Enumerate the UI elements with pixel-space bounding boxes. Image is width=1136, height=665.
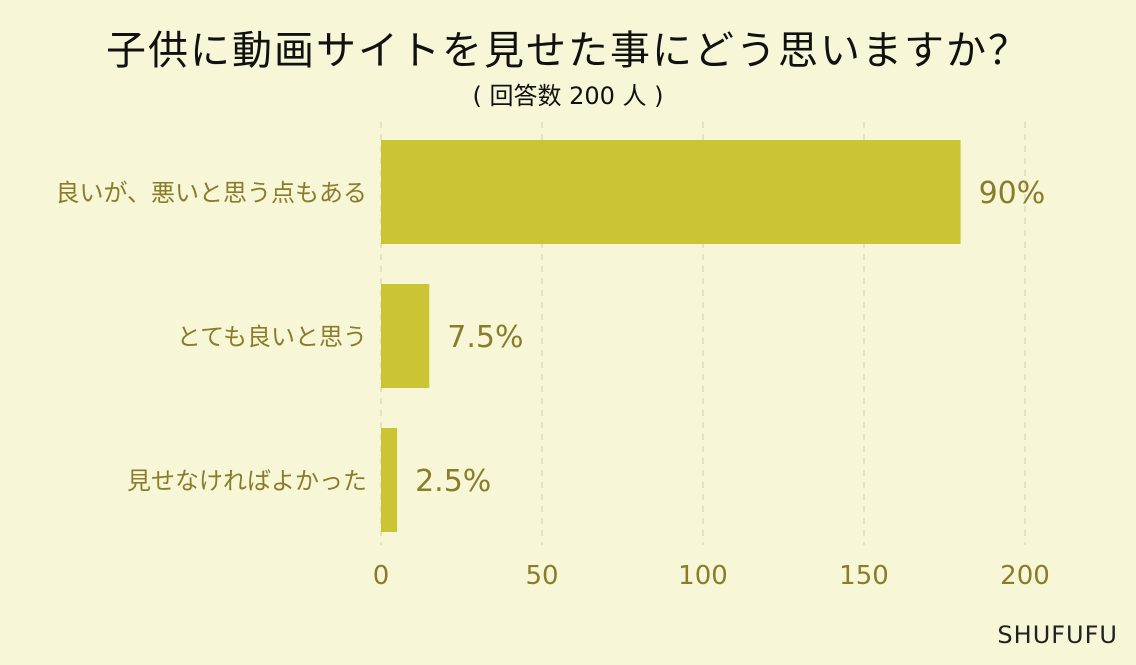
data-label: 2.5% xyxy=(415,464,491,499)
bar xyxy=(381,428,398,532)
bar xyxy=(381,140,961,244)
x-tick-label: 50 xyxy=(525,561,558,591)
data-label: 90% xyxy=(979,176,1046,211)
data-label: 7.5% xyxy=(447,320,523,355)
bar xyxy=(381,284,430,388)
brand-logo-text: SHUFUFU xyxy=(997,621,1118,649)
chart-subtitle: ( 回答数 200 人 ) xyxy=(472,82,664,110)
category-label: 見せなければよかった xyxy=(127,467,367,495)
x-tick-label: 200 xyxy=(1000,561,1050,591)
chart-title: 子供に動画サイトを見せた事にどう思いますか？ xyxy=(106,28,1030,74)
category-label: とても良いと思う xyxy=(177,323,367,351)
category-label: 良いが、悪いと思う点もある xyxy=(55,179,367,207)
x-tick-label: 0 xyxy=(373,561,390,591)
x-tick-label: 100 xyxy=(678,561,728,591)
x-tick-label: 150 xyxy=(839,561,889,591)
